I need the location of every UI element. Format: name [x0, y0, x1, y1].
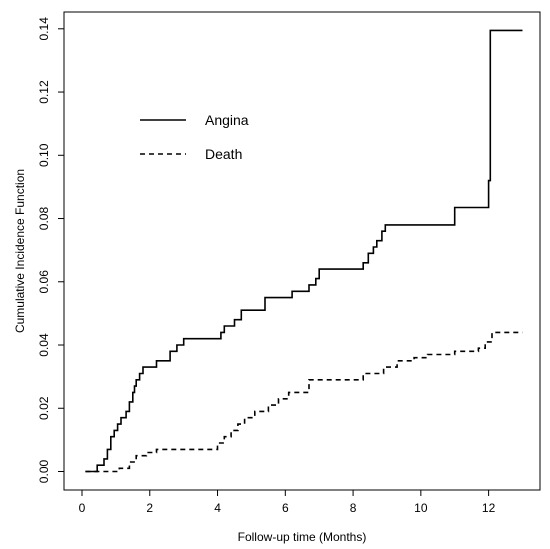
- y-tick-label: 0.10: [37, 143, 51, 167]
- legend-label-death: Death: [205, 146, 242, 162]
- y-tick-label: 0.06: [37, 270, 51, 294]
- x-tick-label: 0: [79, 501, 86, 515]
- x-axis-label: Follow-up time (Months): [238, 530, 367, 544]
- series-line-angina: [85, 29, 523, 473]
- x-tick-label: 2: [146, 501, 153, 515]
- y-axis: 0.00 0.02 0.04 0.06 0.08 0.10 0.12 0.14: [37, 17, 64, 483]
- series-layer: [85, 29, 523, 473]
- plot-area: [63, 11, 541, 491]
- y-tick-label: 0.14: [37, 17, 51, 41]
- y-tick-label: 0.00: [37, 459, 51, 483]
- x-axis: 0 2 4 6 8 10 12: [79, 490, 496, 515]
- x-tick-label: 6: [282, 501, 289, 515]
- legend: Angina Death: [140, 112, 249, 162]
- x-tick-label: 12: [482, 501, 496, 515]
- x-tick-label: 4: [214, 501, 221, 515]
- y-tick-label: 0.04: [37, 333, 51, 357]
- y-tick-label: 0.12: [37, 80, 51, 104]
- legend-label-angina: Angina: [205, 112, 249, 128]
- y-axis-label: Cumulative Incidence Function: [13, 169, 27, 333]
- series-line-death: [85, 331, 523, 473]
- x-tick-label: 8: [350, 501, 357, 515]
- y-tick-label: 0.02: [37, 396, 51, 420]
- x-tick-label: 10: [414, 501, 428, 515]
- y-tick-label: 0.08: [37, 207, 51, 231]
